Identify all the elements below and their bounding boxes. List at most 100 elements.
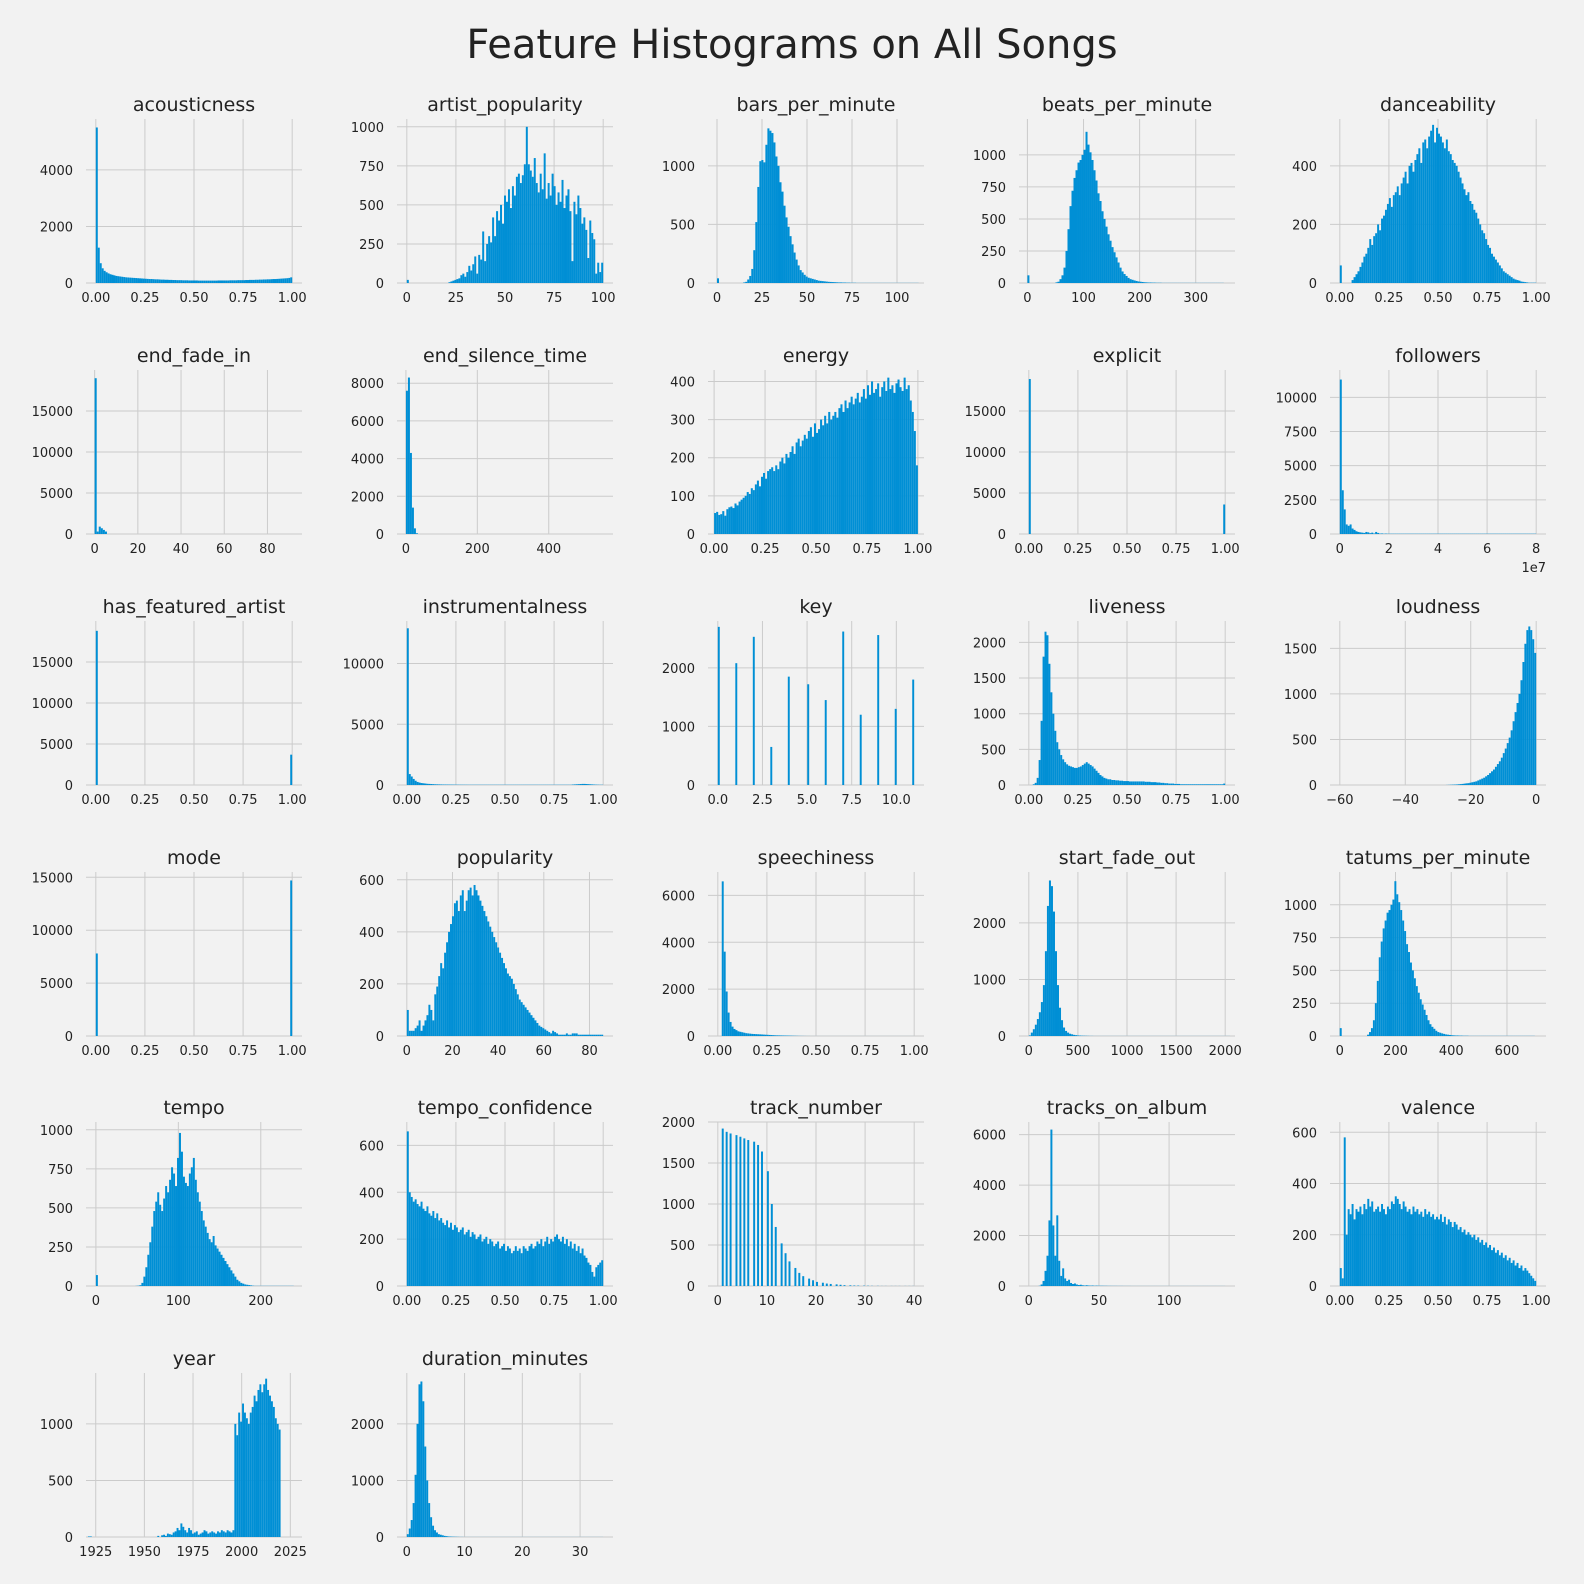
histogram-bar: [842, 631, 845, 785]
histogram-bar: [1375, 233, 1378, 283]
histogram-bar: [591, 784, 594, 785]
histogram-bar: [1351, 1204, 1354, 1286]
histogram-bar: [729, 1133, 732, 1286]
histogram-bar: [133, 277, 136, 283]
histogram-bar: [1048, 1220, 1051, 1286]
y-tick-label: 100: [670, 490, 695, 505]
histogram-bar: [1441, 142, 1444, 283]
histogram-bar: [1532, 1278, 1535, 1286]
histogram-bar: [182, 280, 185, 283]
histogram-bar: [569, 1241, 572, 1286]
histogram-bar: [1467, 192, 1470, 283]
x-tick-label: 200: [248, 1294, 273, 1309]
y-tick-label: 10000: [32, 446, 73, 461]
histogram-bar: [488, 236, 491, 283]
histogram-bar: [1050, 1129, 1053, 1286]
histogram-bar: [250, 279, 253, 283]
histogram-bar: [178, 1132, 181, 1286]
y-tick-label: 0: [65, 779, 73, 794]
histogram-bar: [725, 991, 728, 1036]
histogram-bar: [1199, 784, 1202, 785]
histogram-bar: [1479, 224, 1482, 283]
x-tick-label: 25: [448, 291, 465, 306]
histogram-bar: [1059, 1007, 1062, 1036]
histogram-bar: [1491, 253, 1493, 283]
histogram-bar: [738, 501, 741, 534]
histogram-bar: [859, 714, 862, 785]
x-tick-label: 200: [1383, 1044, 1408, 1059]
histogram-bar: [196, 1192, 199, 1286]
histogram-bar: [448, 1227, 451, 1286]
histogram-bar: [455, 1227, 458, 1286]
x-tick-label: 200: [1127, 291, 1152, 306]
histogram-bar: [1423, 1009, 1426, 1036]
histogram-bar: [440, 963, 443, 1036]
histogram-bar: [1452, 1035, 1455, 1036]
histogram-bar: [248, 1285, 251, 1286]
histogram-bar: [440, 784, 443, 785]
histogram-bar: [205, 280, 208, 283]
histogram-bar: [405, 390, 408, 534]
histogram-bar: [1436, 127, 1438, 284]
y-tick-label: 400: [670, 375, 695, 390]
histogram-bar: [1056, 985, 1060, 1036]
histogram-bar: [468, 265, 471, 283]
histogram-bar: [824, 415, 827, 534]
histogram-bar: [1137, 281, 1140, 283]
histogram-bar: [1121, 271, 1124, 283]
histogram-bar: [1516, 703, 1519, 785]
histogram-bar: [1449, 1221, 1452, 1286]
x-tick-label: −60: [1326, 793, 1353, 808]
histogram-bar: [1492, 769, 1495, 785]
histogram-bar: [1430, 1216, 1433, 1286]
histogram-bar: [716, 511, 719, 534]
histogram-bar: [1426, 148, 1429, 283]
histogram-bar: [242, 1283, 245, 1286]
histogram-bar: [188, 280, 191, 283]
histogram-bar: [1085, 131, 1088, 283]
histogram-bar: [1040, 1002, 1043, 1036]
histogram-bar: [520, 1253, 523, 1286]
x-tick-label: 0.25: [1374, 291, 1403, 306]
x-tick-label: 1.00: [1522, 1294, 1551, 1309]
histogram-bar: [571, 1248, 574, 1286]
histogram-bar: [406, 1009, 409, 1036]
histogram-bar: [1481, 778, 1484, 785]
histogram-bar: [1483, 233, 1486, 283]
histogram-bar: [139, 278, 141, 283]
histogram-bar: [1413, 978, 1416, 1036]
histogram-bar: [216, 1248, 219, 1286]
histogram-bar: [782, 1035, 785, 1036]
histogram-bar: [1044, 951, 1047, 1036]
histogram-bar: [534, 1020, 537, 1036]
y-tick-label: 250: [48, 1241, 73, 1256]
histogram-bar: [420, 783, 423, 785]
histogram-bar: [601, 1260, 604, 1286]
histogram-bar: [1351, 528, 1354, 534]
histogram-bar: [1371, 244, 1374, 283]
histogram-bar: [440, 1218, 443, 1286]
histogram-bar: [243, 1412, 246, 1537]
histogram-bar: [424, 1446, 427, 1537]
x-tick-label: 0.75: [1162, 542, 1191, 557]
histogram-bar: [517, 173, 520, 283]
histogram-bar: [493, 937, 496, 1036]
histogram-bar: [470, 270, 473, 283]
histogram-bar: [761, 1034, 763, 1036]
histogram-bar: [848, 402, 851, 534]
histogram-bar: [788, 1261, 791, 1286]
histogram-bar: [495, 1243, 498, 1286]
histogram-bar: [414, 1474, 417, 1537]
histogram-bar: [717, 626, 720, 785]
histogram-bar: [561, 1034, 564, 1036]
y-tick-label: 1000: [662, 160, 695, 175]
histogram-bar: [1119, 780, 1122, 785]
histogram-bar: [266, 279, 269, 283]
histogram-bar: [726, 509, 729, 534]
histogram-bar: [176, 1527, 179, 1537]
histogram-bar: [542, 1028, 545, 1036]
histogram-bar: [505, 968, 507, 1036]
